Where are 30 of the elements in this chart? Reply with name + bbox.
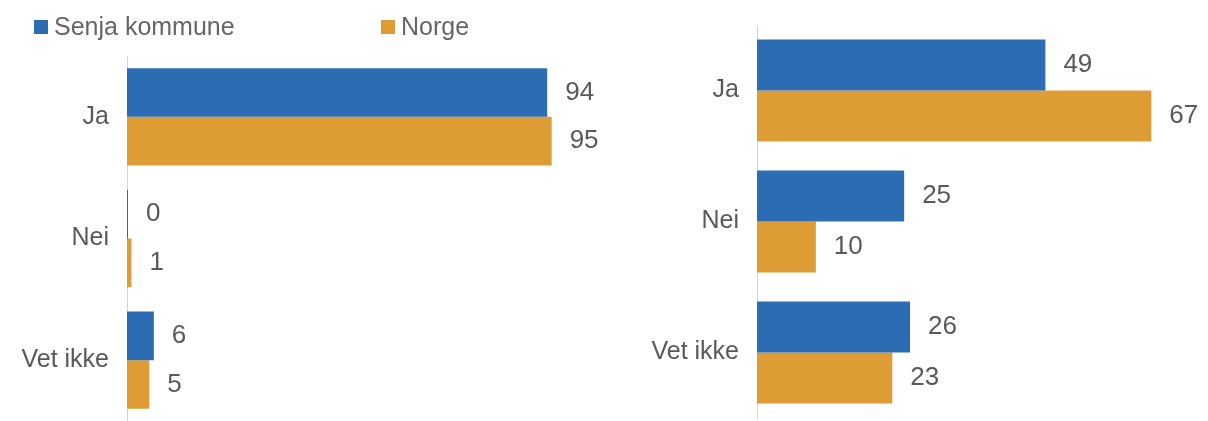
data-label: 6 [171,319,187,350]
bar [127,116,552,166]
bar [757,39,1046,91]
data-label: 67 [1169,99,1199,130]
data-label: 26 [928,310,957,341]
bar [757,90,1152,142]
data-label: 23 [910,361,940,392]
data-label: 94 [565,75,595,106]
bar [757,170,905,222]
bar [127,311,154,361]
bar [127,360,150,409]
data-label: 25 [922,179,952,210]
y-tick-label: Vet ikke [651,336,739,365]
data-label: 95 [569,124,599,155]
y-tick-label: Nei [701,205,739,234]
bar [757,301,911,353]
bar [757,221,816,273]
data-label: 5 [167,367,182,398]
y-tick-label: Ja [82,100,110,129]
bar [757,352,893,404]
y-tick-label: Nei [71,222,109,251]
legend-label: Senja kommune [54,12,235,41]
y-tick-label: Vet ikke [21,344,109,373]
data-label: 49 [1063,48,1093,79]
data-label: 10 [833,230,863,261]
data-label: 0 [146,197,161,228]
data-label: 1 [149,246,164,277]
legend-label: Norge [401,12,470,41]
y-tick-label: Ja [712,74,740,103]
bar [127,68,548,117]
